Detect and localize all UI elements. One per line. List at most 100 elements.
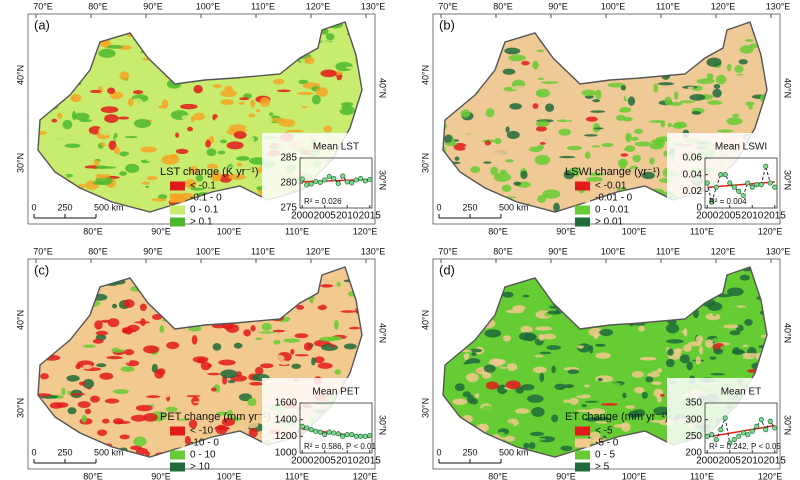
map-patch (163, 132, 174, 139)
map-patch (553, 122, 563, 126)
map-patch (333, 298, 341, 309)
map-patch (233, 342, 243, 349)
map-patch (444, 134, 454, 144)
lon-label: 130°E (361, 246, 386, 256)
map-patch (175, 132, 180, 138)
map-patch (568, 397, 579, 405)
map-patch (161, 99, 169, 109)
lon-label: 70°E (33, 1, 53, 11)
lon-label: 80°E (88, 246, 108, 256)
map-patch (256, 186, 263, 191)
map-patch (505, 393, 515, 403)
legend-label: > 5 (595, 462, 610, 473)
map-patch (729, 330, 741, 336)
x-tick-label: 2015 (764, 456, 787, 467)
map-patch (679, 354, 690, 364)
legend-title: LSWI change (yr⁻¹) (565, 166, 660, 178)
map-patch (490, 374, 502, 378)
map-patch (499, 169, 508, 175)
map-patch (589, 431, 601, 440)
map-patch (505, 126, 510, 133)
map-patch (527, 394, 544, 403)
panel: 70°E 80°E 90°E 100°E 110°E 120°E 130°E 80°E 90°E… (15, 246, 387, 480)
data-point (317, 179, 323, 186)
map-patch (346, 75, 352, 84)
map-patch (484, 140, 492, 146)
map-patch (588, 408, 606, 415)
x-tick-label: 2005 (719, 211, 742, 222)
map-patch (654, 138, 665, 149)
data-point (745, 180, 751, 186)
lon-label: 110°E (251, 1, 275, 11)
map-patch (609, 332, 624, 341)
data-point (299, 176, 305, 182)
series-line (707, 416, 776, 444)
x-tick-label: 2000 (696, 456, 719, 467)
y-tick-label: 200 (685, 448, 702, 459)
map-patch (115, 285, 121, 293)
map-patch (650, 420, 663, 423)
map-patch (726, 117, 743, 126)
map-patch (95, 165, 109, 170)
map-patch (132, 90, 144, 95)
map-patch (731, 375, 748, 378)
map-patch (542, 303, 555, 307)
map-patch (273, 78, 285, 85)
map-patch (238, 105, 245, 115)
lon-label: 130°E (766, 1, 791, 11)
map-patch (247, 167, 255, 174)
map-patch (82, 378, 95, 389)
map-patch (512, 305, 526, 311)
map-patch (528, 442, 536, 450)
map-patch (95, 173, 111, 179)
data-point (709, 199, 715, 205)
map-patch (345, 66, 356, 70)
lon-label: 100°E (217, 226, 242, 236)
map-patch (502, 291, 514, 298)
map-patch (320, 284, 334, 288)
map-patch (218, 359, 236, 366)
map-patch (118, 79, 128, 87)
map-patch (599, 328, 614, 337)
map-patch (453, 142, 467, 151)
lon-label: 100°E (196, 1, 221, 11)
map-patch (107, 44, 123, 49)
map-patch (647, 372, 661, 378)
map-patch (157, 194, 168, 200)
map-patch (674, 91, 679, 100)
map-patch (321, 344, 338, 351)
map-patch (205, 109, 218, 112)
map-patch (723, 98, 736, 103)
data-point (713, 437, 719, 443)
map-patch (210, 171, 222, 182)
scale-label: 500 km (94, 447, 124, 457)
lon-label: 130°E (361, 1, 386, 11)
lon-label: 120°E (711, 1, 736, 11)
legend-label: < -10 (190, 426, 214, 437)
map-patch (122, 329, 137, 333)
y-tick-label: 280 (280, 178, 297, 189)
map-patch (452, 398, 468, 406)
map-patch (321, 36, 327, 46)
map-patch (739, 92, 745, 96)
map-patch (286, 129, 304, 133)
map-patch (99, 372, 114, 380)
lon-label: 90°E (556, 226, 576, 236)
legend-swatch (170, 193, 185, 203)
map-patch (258, 331, 276, 334)
map-patch (272, 329, 285, 333)
map-patch (53, 373, 67, 380)
legend-label: > 10 (190, 462, 210, 473)
x-tick-label: 2005 (314, 456, 337, 467)
map-patch (666, 323, 680, 334)
map-patch (562, 374, 568, 378)
map-patch (228, 174, 246, 180)
annotation: R² = 0.586, P < 0.01 (304, 442, 376, 451)
map-patch (532, 366, 547, 374)
map-patch (618, 107, 632, 113)
x-tick-label: 2005 (719, 456, 742, 467)
x-tick-label: 2000 (291, 211, 314, 222)
map-patch (485, 123, 496, 134)
map-patch (73, 112, 90, 121)
map-patch (57, 112, 63, 119)
